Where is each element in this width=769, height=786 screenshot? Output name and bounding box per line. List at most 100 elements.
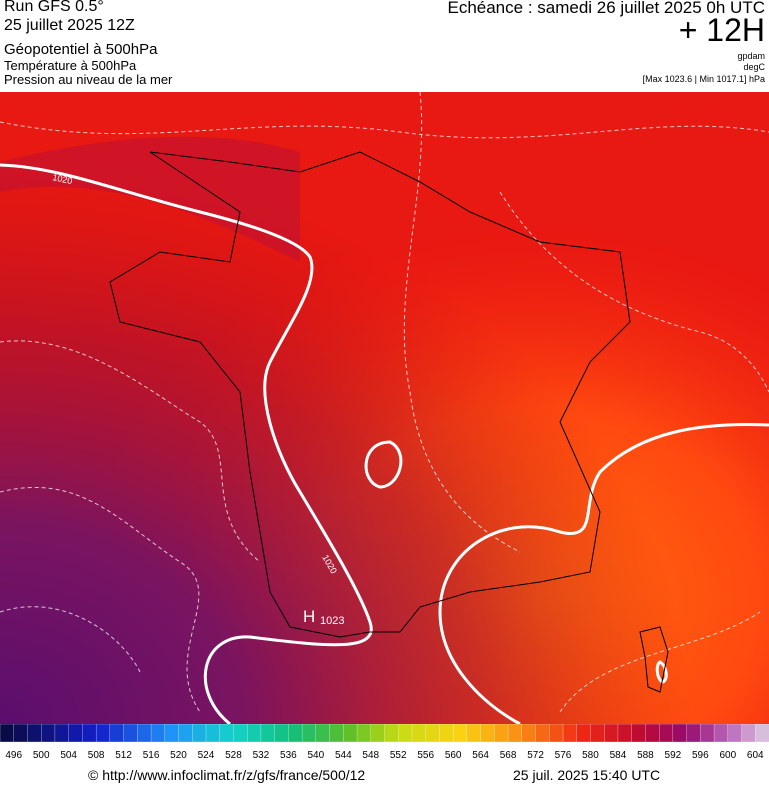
scale-label: 524	[198, 750, 215, 761]
scale-label: 508	[88, 750, 105, 761]
isotherms	[0, 92, 769, 713]
scale-swatch	[562, 724, 578, 743]
scale-label: 556	[417, 750, 434, 761]
scale-swatch	[507, 724, 523, 743]
scale-swatch	[137, 724, 152, 743]
scale-swatch	[315, 724, 331, 743]
scale-label: 584	[610, 750, 627, 761]
valid-time: Echéance : samedi 26 juillet 2025 0h UTC	[447, 0, 765, 17]
scale-swatch	[425, 724, 441, 743]
scale-swatch	[370, 724, 386, 743]
scale-swatch	[13, 724, 29, 743]
scale-swatch	[631, 724, 647, 743]
scale-swatch	[178, 724, 193, 743]
field-title: Pression au niveau de la mer	[4, 72, 173, 87]
scale-label: 548	[362, 750, 379, 761]
scale-swatch	[356, 724, 372, 743]
scale-label: 592	[665, 750, 682, 761]
scale-label: 528	[225, 750, 242, 761]
scale-swatch	[411, 724, 427, 743]
scale-swatch	[549, 724, 564, 743]
scale-swatch	[95, 724, 111, 743]
scale-swatch	[617, 724, 633, 743]
scale-swatch	[82, 724, 97, 743]
scale-label: 572	[527, 750, 544, 761]
scale-swatch	[521, 724, 537, 743]
isobar-label: 1020	[52, 172, 74, 186]
scale-swatch	[480, 724, 496, 743]
scale-label: 576	[555, 750, 572, 761]
scale-label: 516	[143, 750, 160, 761]
run-title: Run GFS 0.5°	[4, 0, 104, 15]
scale-swatch	[150, 724, 166, 743]
scale-label: 500	[33, 750, 50, 761]
scale-swatch	[590, 724, 605, 743]
scale-swatch	[535, 724, 550, 743]
scale-label: 520	[170, 750, 187, 761]
scale-swatch	[686, 724, 701, 743]
scale-swatch	[109, 724, 125, 743]
scale-label: 496	[5, 750, 22, 761]
scale-swatch	[466, 724, 482, 743]
source-link: © http://www.infoclimat.fr/z/gfs/france/…	[88, 767, 366, 783]
pressure-range: [Max 1023.6 | Min 1017.1] hPa	[642, 74, 765, 84]
unit: gpdam	[737, 51, 765, 61]
high-symbol: H	[303, 607, 315, 626]
coastline	[639, 626, 669, 693]
scale-swatch	[27, 724, 42, 743]
scale-label: 604	[747, 750, 764, 761]
scale-swatch	[713, 724, 729, 743]
scale-swatch	[301, 724, 317, 743]
scale-label: 544	[335, 750, 352, 761]
scale-swatch	[288, 724, 303, 743]
isobars	[0, 163, 769, 724]
scale-label: 532	[253, 750, 270, 761]
scale-swatch	[68, 724, 84, 743]
scale-swatch	[233, 724, 248, 743]
scale-swatch	[0, 724, 15, 743]
scale-swatch	[205, 724, 221, 743]
field-title: Température à 500hPa	[4, 58, 137, 73]
cold-area	[0, 92, 769, 724]
scale-label: 512	[115, 750, 132, 761]
scale-swatch	[219, 724, 235, 743]
scale-swatch	[755, 724, 769, 743]
scale-swatch	[727, 724, 743, 743]
scale-swatch	[54, 724, 70, 743]
scale-label: 580	[582, 750, 599, 761]
scale-swatch	[658, 724, 674, 743]
scale-swatch	[672, 724, 688, 743]
scale-label: 552	[390, 750, 407, 761]
field-title: Géopotentiel à 500hPa	[4, 41, 158, 58]
coastline	[109, 151, 631, 638]
scale-swatch	[260, 724, 276, 743]
scale-swatch	[274, 724, 290, 743]
scale-label: 540	[307, 750, 324, 761]
scale-swatch	[192, 724, 207, 743]
color-scale: 496 500 504 508 512 516 520 524 528 532 536 540 544 5…	[0, 724, 769, 761]
scale-swatch	[494, 724, 509, 743]
scale-label: 568	[500, 750, 517, 761]
scale-swatch	[343, 724, 358, 743]
scale-swatch	[123, 724, 138, 743]
unit: degC	[743, 62, 765, 72]
scale-swatch	[398, 724, 413, 743]
timestamp: 25 juil. 2025 15:40 UTC	[513, 767, 661, 783]
scale-label: 560	[445, 750, 462, 761]
scale-swatch	[576, 724, 592, 743]
scale-swatch	[164, 724, 180, 743]
high-value: 1023	[320, 615, 344, 627]
scale-swatch	[453, 724, 468, 743]
scale-label: 588	[637, 750, 654, 761]
scale-swatch	[384, 724, 399, 743]
scale-swatch	[741, 724, 756, 743]
scale-label: 536	[280, 750, 297, 761]
scale-swatch	[645, 724, 660, 743]
scale-swatch	[439, 724, 454, 743]
scale-label: 504	[60, 750, 77, 761]
scale-swatch	[329, 724, 344, 743]
lead-time: + 12H	[678, 12, 765, 48]
scale-label: 564	[472, 750, 489, 761]
scale-label: 600	[719, 750, 736, 761]
